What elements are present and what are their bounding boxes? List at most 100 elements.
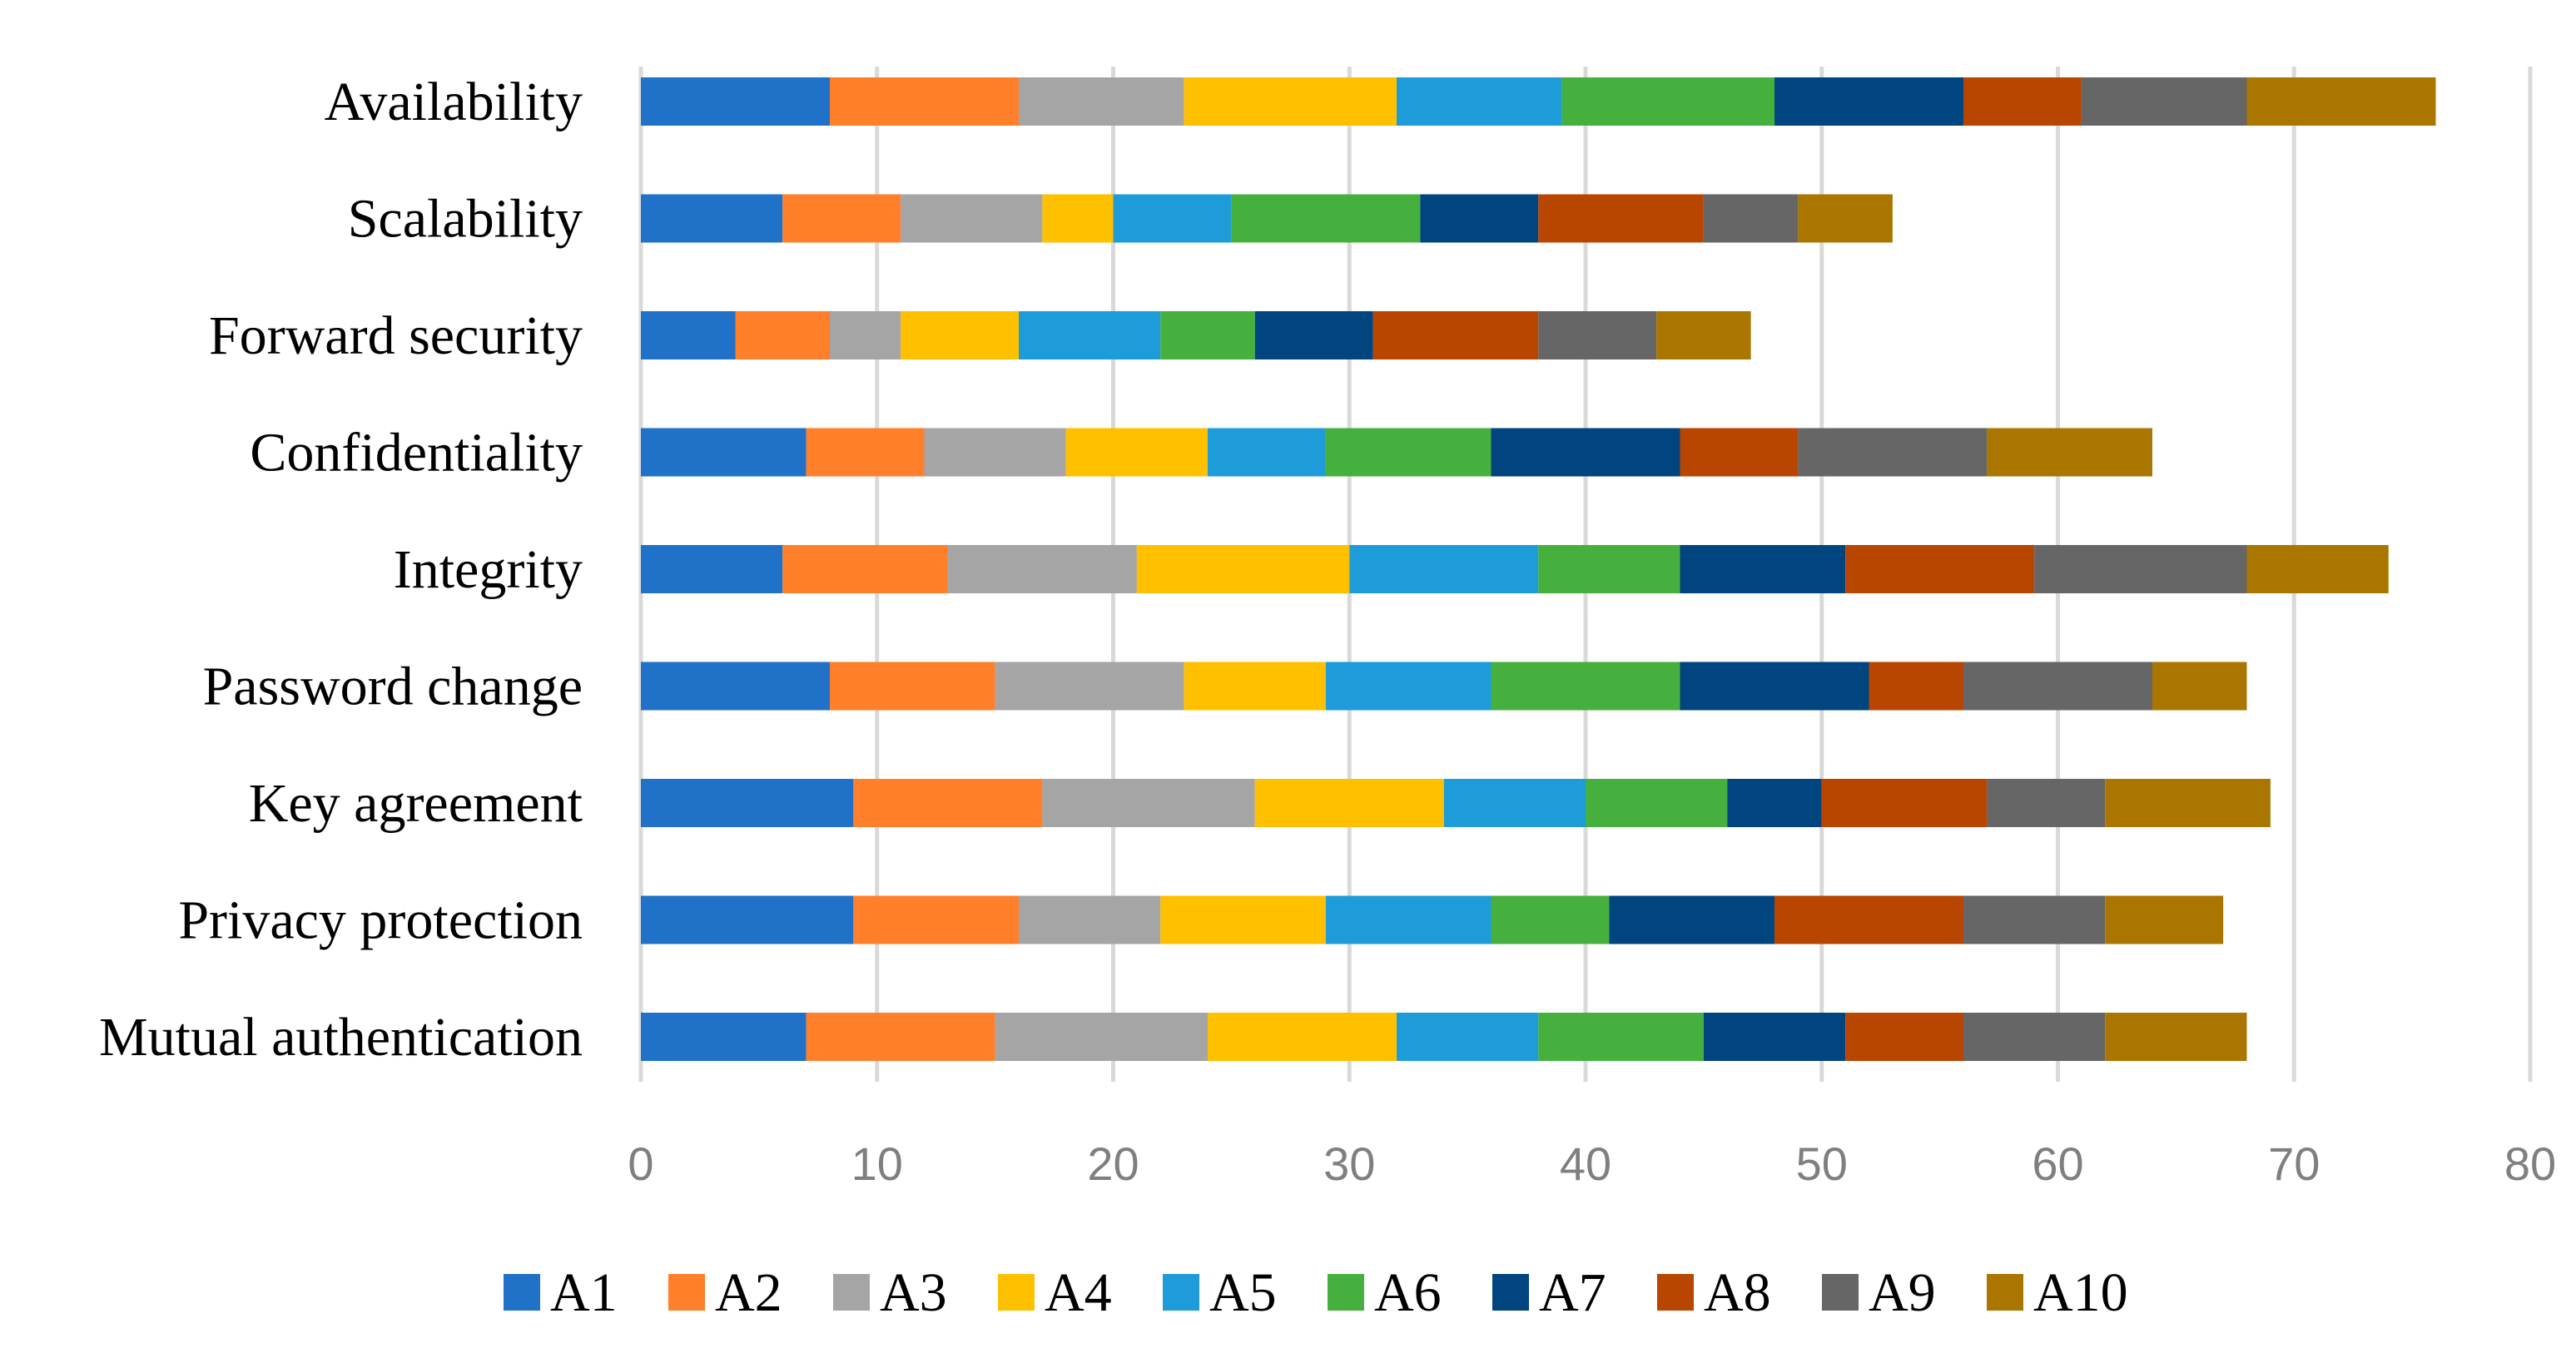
bar-segment-a5 bbox=[1443, 779, 1586, 827]
bar-segment-a8 bbox=[1963, 77, 2082, 126]
category-label: Forward security bbox=[209, 305, 583, 366]
bar-segment-a5 bbox=[1019, 311, 1161, 359]
legend-item-a10: A10 bbox=[1987, 1262, 2128, 1323]
bar-segment-a2 bbox=[735, 311, 830, 359]
bar-segment-a10 bbox=[2246, 77, 2436, 126]
bar-segment-a3 bbox=[947, 545, 1137, 593]
bar-row bbox=[641, 779, 2271, 827]
legend-label: A7 bbox=[1539, 1262, 1606, 1323]
bar-segment-a8 bbox=[1821, 779, 1988, 827]
bar-segment-a5 bbox=[1208, 428, 1326, 477]
bar-segment-a1 bbox=[641, 662, 830, 711]
bar-segment-a10 bbox=[1656, 311, 1751, 359]
bar-segment-a7 bbox=[1680, 545, 1846, 593]
legend-label: A4 bbox=[1045, 1262, 1112, 1323]
bar-row bbox=[641, 1013, 2247, 1061]
bar-segment-a3 bbox=[901, 194, 1043, 243]
bar-segment-a4 bbox=[1042, 194, 1114, 243]
bar-segment-a10 bbox=[2246, 545, 2389, 593]
x-tick-label: 50 bbox=[1796, 1138, 1848, 1190]
bar-segment-a7 bbox=[1680, 662, 1869, 711]
category-axis-labels: Availability Scalability Forward security C… bbox=[99, 72, 583, 1068]
bar-segment-a4 bbox=[901, 311, 1019, 359]
bar-segment-a7 bbox=[1420, 194, 1539, 243]
bar-segment-a2 bbox=[853, 895, 1019, 944]
legend-swatch bbox=[504, 1274, 540, 1311]
bar-segment-a1 bbox=[641, 779, 854, 827]
legend-swatch bbox=[668, 1274, 705, 1311]
category-label: Confidentiality bbox=[250, 423, 583, 483]
bar-segment-a5 bbox=[1325, 895, 1491, 944]
bar-row bbox=[641, 428, 2152, 477]
legend-swatch bbox=[998, 1274, 1035, 1311]
bar-segment-a4 bbox=[1184, 77, 1397, 126]
bar-segment-a10 bbox=[2105, 1013, 2247, 1061]
bar-segment-a5 bbox=[1113, 194, 1232, 243]
bar-segment-a10 bbox=[2152, 662, 2247, 711]
bar-row bbox=[641, 662, 2247, 711]
legend-swatch bbox=[1657, 1274, 1694, 1311]
legend-item-a2: A2 bbox=[668, 1262, 782, 1323]
bar-segment-a3 bbox=[1042, 779, 1255, 827]
bar-segment-a2 bbox=[806, 1013, 995, 1061]
bar-segment-a9 bbox=[1798, 428, 1988, 477]
bar-segment-a8 bbox=[1774, 895, 1963, 944]
bar-segment-a3 bbox=[995, 1013, 1208, 1061]
legend: A1 A2 A3 A4 A5 A6 A7 A8 A9 A10 bbox=[504, 1262, 2128, 1323]
bar-segment-a6 bbox=[1231, 194, 1421, 243]
bar-segment-a1 bbox=[641, 545, 783, 593]
legend-item-a5: A5 bbox=[1163, 1262, 1277, 1323]
bar-segment-a5 bbox=[1397, 77, 1562, 126]
category-label: Privacy protection bbox=[178, 890, 583, 951]
category-label: Integrity bbox=[394, 539, 583, 600]
bar-segment-a7 bbox=[1254, 311, 1373, 359]
x-tick-label: 0 bbox=[628, 1138, 653, 1190]
bar-segment-a4 bbox=[1254, 779, 1444, 827]
bar-segment-a4 bbox=[1136, 545, 1350, 593]
legend-swatch bbox=[1163, 1274, 1199, 1311]
x-tick-label: 20 bbox=[1087, 1138, 1139, 1190]
bar-segment-a3 bbox=[830, 311, 901, 359]
legend-swatch bbox=[1987, 1274, 2023, 1311]
bar-segment-a1 bbox=[641, 311, 736, 359]
bar-segment-a7 bbox=[1703, 1013, 1846, 1061]
legend-swatch bbox=[833, 1274, 870, 1311]
bar-segment-a9 bbox=[1963, 662, 2152, 711]
bar-segment-a6 bbox=[1325, 428, 1491, 477]
bar-segment-a10 bbox=[2105, 779, 2271, 827]
bar-segment-a3 bbox=[1019, 895, 1161, 944]
x-tick-label: 10 bbox=[851, 1138, 903, 1190]
bar-segment-a2 bbox=[782, 194, 901, 243]
bar-segment-a6 bbox=[1491, 662, 1680, 711]
legend-item-a3: A3 bbox=[833, 1262, 947, 1323]
category-label: Scalability bbox=[348, 189, 583, 250]
bar-segment-a2 bbox=[782, 545, 948, 593]
bar-segment-a9 bbox=[2034, 545, 2247, 593]
bar-segment-a6 bbox=[1491, 895, 1610, 944]
legend-item-a8: A8 bbox=[1657, 1262, 1771, 1323]
bar-segment-a9 bbox=[1987, 779, 2106, 827]
bar-row bbox=[641, 311, 1751, 359]
bar-segment-a5 bbox=[1397, 1013, 1539, 1061]
legend-swatch bbox=[1492, 1274, 1529, 1311]
bar-row bbox=[641, 194, 1893, 243]
legend-item-a4: A4 bbox=[998, 1262, 1112, 1323]
legend-swatch bbox=[1328, 1274, 1364, 1311]
bar-segment-a5 bbox=[1325, 662, 1491, 711]
bar-segment-a6 bbox=[1538, 545, 1680, 593]
legend-label: A5 bbox=[1209, 1262, 1277, 1323]
legend-item-a6: A6 bbox=[1328, 1262, 1442, 1323]
bar-segment-a8 bbox=[1372, 311, 1539, 359]
bar-segment-a1 bbox=[641, 194, 783, 243]
legend-item-a7: A7 bbox=[1492, 1262, 1606, 1323]
value-axis-tick-labels: 0 10 20 30 40 50 60 70 80 bbox=[628, 1138, 2556, 1190]
legend-label: A9 bbox=[1869, 1262, 1936, 1323]
bar-row bbox=[641, 77, 2436, 126]
bar-segment-a2 bbox=[853, 779, 1043, 827]
bar-segment-a3 bbox=[995, 662, 1184, 711]
bar-segment-a7 bbox=[1727, 779, 1822, 827]
x-tick-label: 70 bbox=[2268, 1138, 2320, 1190]
legend-label: A3 bbox=[880, 1262, 947, 1323]
bar-segment-a8 bbox=[1869, 662, 1963, 711]
x-tick-label: 30 bbox=[1323, 1138, 1375, 1190]
